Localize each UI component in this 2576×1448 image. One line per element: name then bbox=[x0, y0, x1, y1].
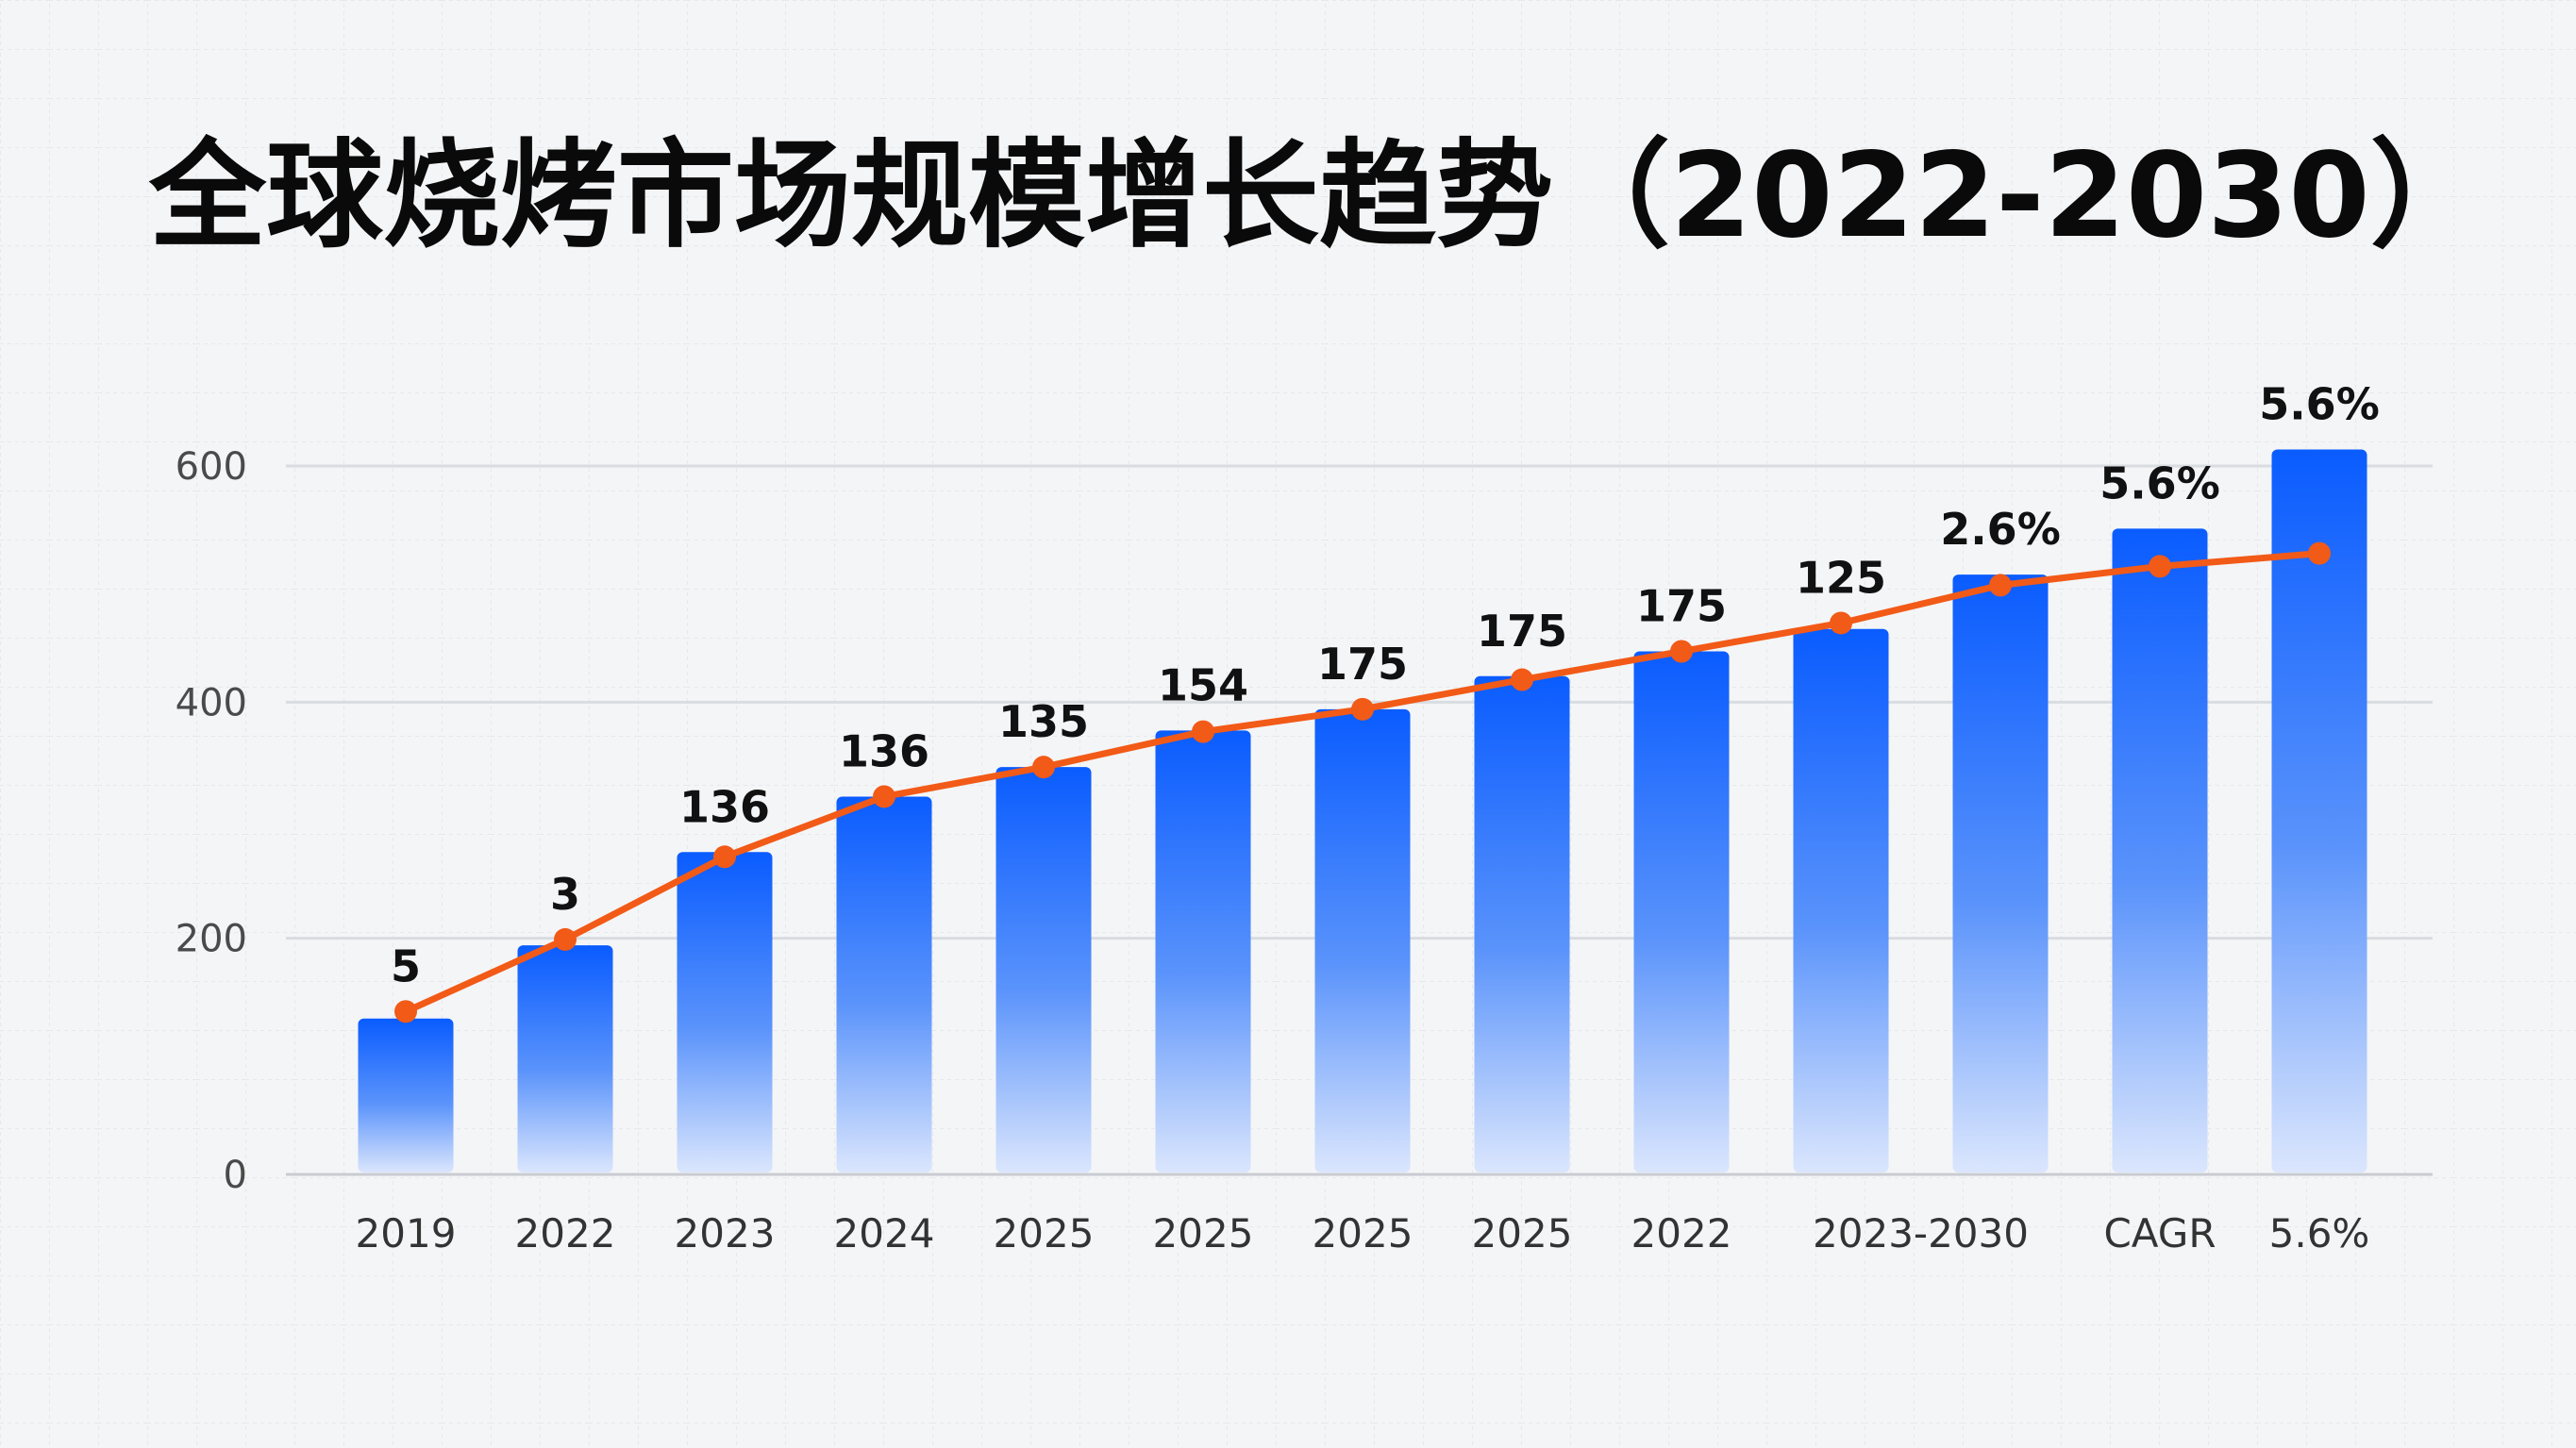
trend-point bbox=[554, 927, 577, 951]
data-label: 175 bbox=[1477, 606, 1567, 657]
bar bbox=[1155, 730, 1251, 1173]
trend-point bbox=[1511, 668, 1533, 691]
bar bbox=[1633, 651, 1730, 1173]
bar bbox=[1474, 675, 1570, 1173]
trend-point bbox=[1032, 756, 1055, 779]
data-label: 136 bbox=[839, 725, 929, 776]
data-label: 175 bbox=[1636, 581, 1727, 632]
bar bbox=[517, 945, 613, 1173]
y-tick-label: 400 bbox=[176, 681, 247, 724]
data-label: 5 bbox=[391, 940, 421, 991]
bar bbox=[677, 852, 773, 1173]
bar bbox=[2271, 449, 2367, 1173]
trend-point bbox=[2308, 541, 2331, 565]
bar bbox=[1952, 574, 2049, 1173]
data-label: 5.6% bbox=[2259, 378, 2380, 429]
bar bbox=[836, 796, 932, 1173]
bar bbox=[2112, 528, 2208, 1173]
trend-point bbox=[1192, 720, 1214, 743]
y-tick-label: 0 bbox=[224, 1154, 247, 1197]
x-tick-label: 2023-2030 bbox=[1813, 1210, 2029, 1257]
trend-point bbox=[2149, 555, 2171, 578]
y-tick-label: 600 bbox=[176, 445, 247, 489]
bar bbox=[358, 1018, 454, 1173]
trend-point bbox=[1351, 697, 1374, 721]
data-label: 136 bbox=[679, 781, 770, 832]
bar bbox=[1793, 628, 1889, 1173]
x-tick-label: CAGR bbox=[2103, 1210, 2216, 1257]
bar bbox=[1314, 708, 1411, 1173]
trend-point bbox=[1670, 640, 1693, 663]
x-tick-label: 5.6% bbox=[2269, 1210, 2370, 1257]
trend-point bbox=[394, 1000, 417, 1024]
x-tick-label: 2022 bbox=[1631, 1210, 1732, 1257]
data-label: 135 bbox=[998, 696, 1089, 747]
x-tick-label: 2022 bbox=[515, 1210, 616, 1257]
x-tick-label: 2025 bbox=[1313, 1210, 1413, 1257]
x-tick-label: 2019 bbox=[356, 1210, 457, 1257]
bar bbox=[995, 767, 1092, 1173]
x-tick-label: 2023 bbox=[675, 1210, 776, 1257]
trend-point bbox=[873, 785, 895, 808]
data-label: 3 bbox=[550, 869, 580, 920]
data-label: 175 bbox=[1317, 639, 1408, 690]
data-label: 2.6% bbox=[1940, 504, 2061, 555]
x-tick-label: 2025 bbox=[994, 1210, 1095, 1257]
x-tick-label: 2024 bbox=[834, 1210, 935, 1257]
x-tick-label: 2025 bbox=[1472, 1210, 1573, 1257]
data-label: 5.6% bbox=[2099, 458, 2220, 508]
trend-point bbox=[1830, 611, 1852, 635]
trend-point bbox=[713, 845, 736, 869]
trend-point bbox=[1989, 574, 2012, 597]
x-tick-label: 2025 bbox=[1153, 1210, 1254, 1257]
y-tick-label: 200 bbox=[176, 918, 247, 961]
chart-title: 全球烧烤市场规模增长趋势（2022-2030） bbox=[148, 128, 2487, 264]
data-label: 154 bbox=[1158, 659, 1248, 710]
data-label: 125 bbox=[1796, 552, 1886, 603]
